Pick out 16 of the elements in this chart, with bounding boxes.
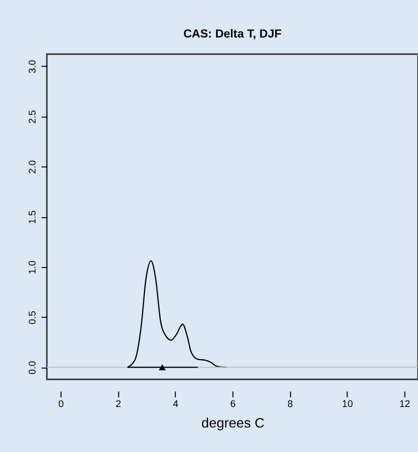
x-tick-label: 12 <box>399 399 410 410</box>
y-tick-label: 1.5 <box>28 210 39 224</box>
y-tick-label: 2.5 <box>28 109 39 124</box>
x-tick-label: 8 <box>287 399 293 410</box>
chart-title: CAS: Delta T, DJF <box>183 28 282 41</box>
x-tick-label: 2 <box>116 399 122 410</box>
x-tick-label: 4 <box>172 399 179 410</box>
x-axis-title: degrees C <box>201 416 265 431</box>
y-tick-label: 0.0 <box>28 360 39 375</box>
y-tick-label: 2.0 <box>28 160 39 174</box>
y-tick-label: 0.5 <box>28 310 39 324</box>
x-tick-label: 0 <box>58 399 64 410</box>
y-tick-label: 1.0 <box>28 260 39 274</box>
x-tick-label: 6 <box>230 399 236 410</box>
y-tick-label: 3.0 <box>28 59 39 74</box>
x-tick-label: 10 <box>342 399 354 410</box>
